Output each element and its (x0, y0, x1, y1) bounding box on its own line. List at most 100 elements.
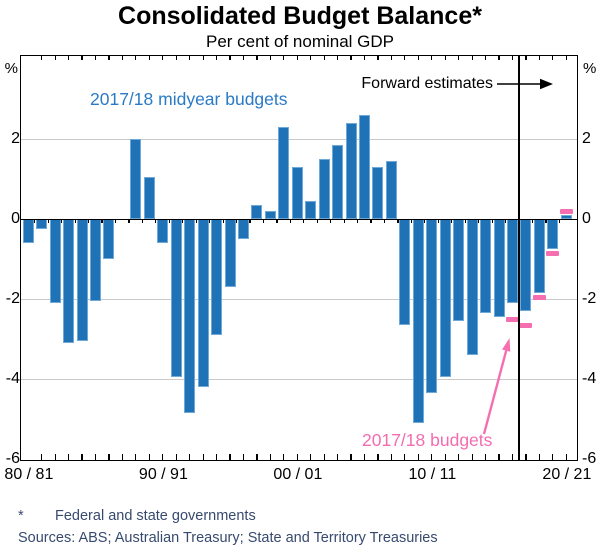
bar-02/03 (318, 159, 330, 220)
bar-86/87 (103, 219, 115, 260)
x-axis-tick-top (498, 56, 500, 61)
zero-axis-tick (451, 219, 453, 223)
x-axis-tick (148, 454, 150, 461)
x-axis-tick (202, 454, 204, 461)
x-axis-tick-top (54, 56, 56, 61)
zero-axis-tick (262, 219, 265, 223)
series-label-midyear-budgets: 2017/18 midyear budgets (90, 89, 288, 109)
x-axis-tick (108, 454, 110, 461)
bar-19/20 (547, 219, 559, 250)
y-axis-label-right: -4 (582, 370, 597, 387)
bar-15/16 (493, 219, 505, 318)
zero-axis-tick (464, 219, 466, 223)
x-axis-tick (498, 454, 500, 461)
y-axis-label-left: -2 (5, 290, 20, 307)
bar-04/05 (345, 123, 357, 220)
x-axis-tick (283, 454, 285, 461)
series-label-budgets: 2017/18 budgets (362, 430, 493, 450)
zero-axis-tick (343, 219, 345, 223)
budget-marker-20/21 (559, 208, 573, 214)
bar-82/83 (49, 219, 61, 304)
bar-03/04 (332, 145, 344, 220)
x-axis-tick (41, 454, 43, 461)
x-axis-tick-top (81, 56, 83, 61)
x-axis-tick (458, 454, 460, 461)
zero-axis-tick (101, 219, 103, 223)
x-axis-tick (229, 454, 231, 461)
x-axis-tick (81, 454, 83, 461)
zero-axis-tick (437, 219, 439, 223)
x-axis-tick-top (565, 56, 567, 61)
bar-14/15 (480, 219, 492, 314)
x-axis-tick (162, 454, 164, 461)
zero-axis-tick (249, 219, 251, 223)
bar-17/18 (520, 219, 532, 312)
forward-estimates-line (518, 56, 520, 461)
sources-text: Sources: ABS; Australian Treasury; State… (18, 530, 438, 546)
x-axis-tick (175, 454, 177, 461)
x-axis-tick (94, 454, 97, 461)
forward-estimates-label: Forward estimates (361, 75, 493, 92)
budget-marker-19/20 (546, 250, 560, 256)
x-axis-label: 80 / 81 (4, 466, 54, 483)
x-axis-tick (471, 454, 473, 461)
x-axis-tick (269, 454, 271, 461)
x-axis-tick-top (148, 56, 150, 61)
x-axis-tick (431, 454, 433, 461)
budget-marker-16/17 (505, 316, 519, 322)
zero-axis-tick (141, 219, 144, 223)
bar-93/94 (197, 219, 209, 388)
bar-00/01 (291, 167, 303, 220)
zero-axis-tick (558, 219, 560, 223)
x-axis-tick-top (417, 56, 419, 61)
bar-01/02 (305, 201, 317, 220)
x-axis-tick (377, 454, 379, 461)
x-axis-tick-top (310, 56, 312, 61)
y-axis-label-left: 0 (11, 210, 20, 227)
zero-axis-tick (88, 219, 90, 223)
zero-axis-tick (357, 219, 359, 223)
bar-90/91 (157, 219, 169, 244)
bar-81/82 (36, 219, 48, 230)
x-axis-tick (484, 454, 487, 461)
y-axis-label-right: -2 (582, 290, 597, 307)
zero-axis-tick (182, 219, 184, 223)
x-axis-tick (189, 454, 191, 461)
x-axis-label: 00 / 01 (273, 466, 323, 483)
x-axis-tick-top (202, 56, 204, 61)
x-axis-tick (565, 454, 567, 461)
x-axis-tick-top (283, 56, 285, 61)
bar-95/96 (224, 219, 236, 288)
x-axis-tick-top (41, 56, 43, 61)
y-axis-unit-right: % (583, 60, 597, 77)
y-axis-label-left: -6 (5, 450, 20, 467)
x-axis-tick-top (229, 56, 231, 61)
x-axis-tick (215, 454, 218, 461)
x-axis-tick-top (444, 56, 446, 61)
x-axis-tick-top (323, 56, 325, 61)
x-axis-tick-top (68, 56, 70, 61)
zero-axis-tick (545, 219, 547, 223)
budget-marker-18/19 (532, 294, 546, 300)
x-axis-tick-top (431, 56, 433, 61)
bar-08/09 (399, 219, 411, 326)
bar-05/06 (359, 115, 371, 220)
zero-axis-tick (74, 219, 76, 223)
x-axis-tick (323, 454, 325, 461)
bar-94/95 (211, 219, 223, 336)
bar-96/97 (237, 219, 249, 240)
x-axis-tick (350, 454, 352, 461)
x-axis-tick-top (458, 56, 460, 61)
x-axis-tick (68, 454, 70, 461)
x-axis-tick-top (269, 56, 271, 61)
bar-07/08 (385, 161, 397, 220)
zero-axis-tick (222, 219, 224, 223)
x-axis-tick-top (94, 56, 97, 61)
x-axis-tick (54, 454, 56, 461)
bar-06/07 (372, 167, 384, 220)
x-axis-tick-top (552, 56, 554, 61)
zero-axis-tick (383, 219, 386, 223)
x-axis-tick-top (242, 56, 245, 61)
x-axis-tick-top (377, 56, 379, 61)
zero-axis-tick (168, 219, 170, 223)
